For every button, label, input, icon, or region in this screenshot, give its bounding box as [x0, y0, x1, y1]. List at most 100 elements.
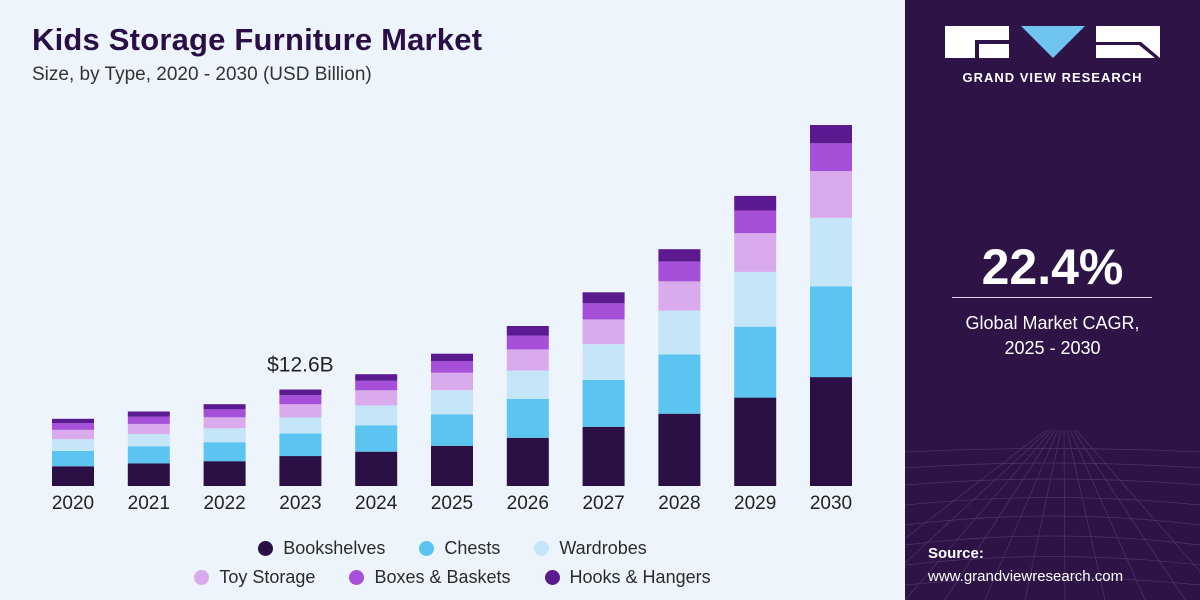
bar-segment-2022-chests — [203, 442, 246, 462]
bar-segment-2022-hooks-hangers — [203, 404, 246, 410]
chart-panel: Kids Storage Furniture Market Size, by T… — [0, 0, 905, 600]
cagr-label-line2: 2025 - 2030 — [1004, 338, 1101, 358]
bar-segment-2020-boxes-baskets — [52, 423, 94, 430]
legend-item: Bookshelves — [258, 538, 385, 559]
cagr-label-line1: Global Market CAGR, — [965, 313, 1140, 333]
bar-segment-2024-bookshelves — [355, 451, 398, 486]
legend-swatch — [349, 570, 365, 585]
bar-segment-2020-toy-storage — [52, 429, 94, 440]
legend-item: Chests — [419, 538, 500, 559]
legend-swatch — [534, 541, 550, 556]
decorative-grid — [905, 429, 1200, 600]
bar-segment-2023-bookshelves — [279, 456, 322, 486]
bar-segment-2027-chests — [582, 380, 625, 427]
legend-label: Boxes & Baskets — [374, 567, 511, 587]
bar-segment-2030-chests — [810, 286, 852, 378]
bar-segment-2020-bookshelves — [52, 466, 94, 486]
legend-swatch — [194, 570, 210, 585]
bar-segment-2021-wardrobes — [127, 434, 170, 447]
legend-row: Bookshelves Chests Wardrobes — [0, 534, 905, 563]
source-label: Source: — [928, 545, 984, 562]
legend-label: Bookshelves — [283, 538, 386, 558]
grand-view-research-logo — [945, 26, 1160, 58]
cagr-divider — [952, 297, 1152, 298]
x-tick-label: 2025 — [431, 493, 473, 514]
bar-segment-2030-toy-storage — [810, 171, 852, 218]
bar-segment-2029-hooks-hangers — [734, 195, 777, 211]
bar-segment-2021-boxes-baskets — [127, 416, 170, 424]
bar-segment-2022-bookshelves — [203, 461, 246, 486]
bar-segment-2027-wardrobes — [582, 344, 625, 380]
bar-segment-2026-boxes-baskets — [506, 335, 549, 350]
bar-segment-2023-wardrobes — [279, 417, 322, 434]
bar-segment-2022-wardrobes — [203, 428, 246, 443]
bar-segment-2023-hooks-hangers — [279, 389, 322, 396]
bar-segment-2025-hooks-hangers — [431, 353, 473, 361]
bar-segment-2026-chests — [506, 399, 549, 438]
legend-swatch — [544, 570, 560, 585]
bar-segment-2025-chests — [431, 414, 473, 446]
bar-segment-2025-wardrobes — [431, 390, 473, 415]
bar-segment-2024-boxes-baskets — [355, 380, 398, 391]
legend-label: Wardrobes — [559, 538, 647, 558]
x-tick-label: 2021 — [128, 493, 170, 514]
bar-segment-2023-boxes-baskets — [279, 395, 322, 405]
legend-label: Chests — [444, 538, 501, 558]
x-tick-label: 2022 — [203, 493, 245, 514]
x-tick-label: 2020 — [52, 493, 94, 514]
x-tick-label: 2029 — [734, 493, 776, 514]
bar-segment-2028-chests — [658, 354, 701, 414]
bar-segment-2026-bookshelves — [506, 437, 549, 486]
legend-label: Hooks & Hangers — [569, 567, 711, 587]
chart-subtitle: Size, by Type, 2020 - 2030 (USD Billion) — [32, 64, 372, 85]
source-url[interactable]: www.grandviewresearch.com — [928, 568, 1124, 585]
bar-segment-2028-toy-storage — [658, 281, 701, 311]
bar-segment-2025-toy-storage — [431, 372, 473, 391]
legend-item: Hooks & Hangers — [544, 567, 711, 588]
cagr-label: Global Market CAGR, 2025 - 2030 — [905, 311, 1200, 361]
logo-wordmark: GRAND VIEW RESEARCH — [962, 70, 1143, 85]
bar-segment-2023-chests — [279, 433, 322, 457]
bar-segment-2029-bookshelves — [734, 397, 777, 486]
bar-segment-2028-bookshelves — [658, 413, 701, 486]
value-callout: $12.6B — [267, 354, 334, 377]
bar-segment-2027-bookshelves — [582, 426, 625, 486]
chart-title: Kids Storage Furniture Market — [32, 22, 483, 57]
info-sidebar: GRAND VIEW RESEARCH 22.4% Global Market … — [905, 0, 1200, 600]
bar-segment-2024-toy-storage — [355, 390, 398, 406]
bar-segment-2020-hooks-hangers — [52, 418, 94, 424]
bar-segment-2026-toy-storage — [506, 349, 549, 371]
bar-segment-2029-wardrobes — [734, 271, 777, 327]
bar-segment-2029-toy-storage — [734, 233, 777, 272]
bar-segment-2028-hooks-hangers — [658, 249, 701, 262]
bar-segment-2027-toy-storage — [582, 319, 625, 345]
x-tick-label: 2023 — [279, 493, 321, 514]
chart-legend: Bookshelves Chests Wardrobes Toy Storage Box… — [0, 534, 905, 592]
x-tick-label: 2027 — [582, 493, 624, 514]
bar-segment-2030-boxes-baskets — [810, 143, 852, 172]
bar-segment-2030-hooks-hangers — [810, 125, 852, 144]
bar-segment-2022-boxes-baskets — [203, 409, 246, 418]
x-tick-label: 2030 — [810, 493, 852, 514]
bar-segment-2023-toy-storage — [279, 404, 322, 418]
bar-segment-2026-wardrobes — [506, 370, 549, 399]
bar-segment-2021-bookshelves — [127, 463, 170, 486]
legend-swatch — [258, 541, 274, 556]
bar-segment-2027-boxes-baskets — [582, 303, 625, 320]
legend-swatch — [419, 541, 435, 556]
bar-segment-2020-wardrobes — [52, 439, 94, 451]
bar-segment-2025-boxes-baskets — [431, 361, 473, 373]
bar-segment-2028-boxes-baskets — [658, 261, 701, 282]
legend-row: Toy Storage Boxes & Baskets Hooks & Hanger… — [0, 563, 905, 592]
bar-segment-2025-bookshelves — [431, 445, 473, 486]
stacked-bar-chart: 2020 2021 2022 2023 $12.6B 2024 2025 2026 2027 20… — [52, 125, 852, 514]
legend-item: Wardrobes — [534, 538, 647, 559]
bar-segment-2027-hooks-hangers — [582, 292, 625, 304]
legend-item: Toy Storage — [194, 567, 315, 588]
bar-segment-2021-toy-storage — [127, 423, 170, 435]
bar-segment-2024-hooks-hangers — [355, 374, 398, 381]
bar-segment-2028-wardrobes — [658, 310, 701, 355]
bar-segment-2020-chests — [52, 450, 94, 467]
bar-segment-2021-chests — [127, 446, 170, 464]
bar-segment-2026-hooks-hangers — [506, 326, 549, 336]
